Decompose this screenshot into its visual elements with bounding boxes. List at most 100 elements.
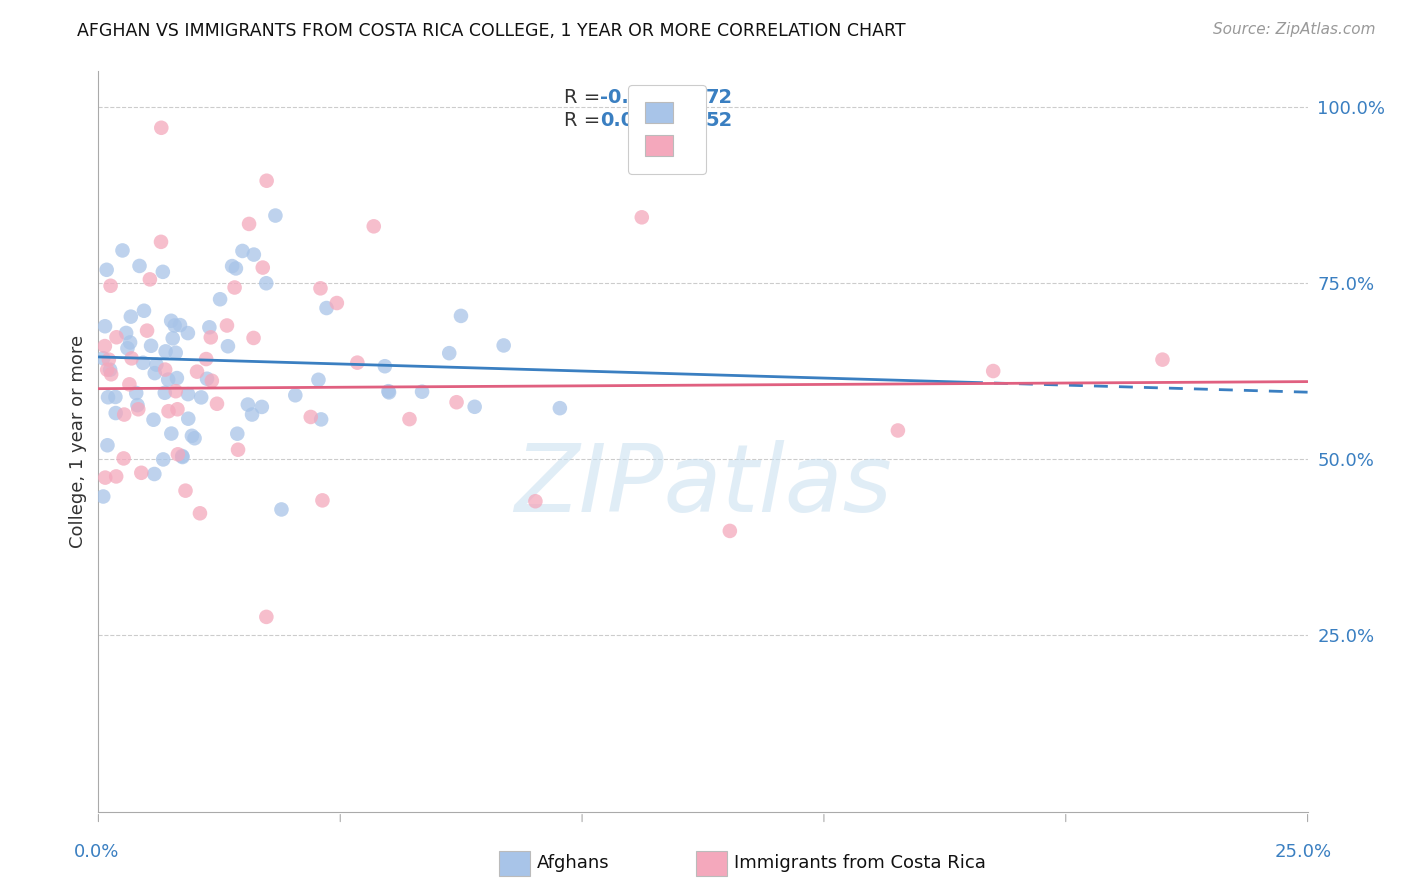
Point xyxy=(157,373,180,387)
Text: R =: R = xyxy=(564,112,613,130)
Point xyxy=(309,281,332,295)
Text: 0.0%: 0.0% xyxy=(75,844,120,862)
Point xyxy=(299,409,322,424)
Text: N =: N = xyxy=(669,112,713,130)
Point xyxy=(363,219,385,234)
Point xyxy=(254,610,277,624)
Text: N =: N = xyxy=(669,87,713,107)
Point xyxy=(121,351,143,366)
Point xyxy=(145,358,167,372)
Point xyxy=(118,377,141,392)
Point xyxy=(887,424,910,438)
Point xyxy=(96,363,118,377)
Point xyxy=(162,331,184,345)
Point xyxy=(98,362,121,376)
Point xyxy=(155,344,177,359)
Point xyxy=(226,442,249,457)
Point xyxy=(492,338,515,352)
Point xyxy=(150,235,173,249)
Point xyxy=(169,318,191,332)
Point xyxy=(309,412,332,426)
Point xyxy=(183,431,205,445)
Point xyxy=(132,356,155,370)
Point xyxy=(524,494,547,508)
Text: 72: 72 xyxy=(706,87,733,107)
Point xyxy=(195,352,218,367)
Point xyxy=(450,309,472,323)
Point xyxy=(152,452,174,467)
Point xyxy=(177,411,200,425)
Point xyxy=(153,362,176,376)
Point xyxy=(115,326,138,340)
Text: ZIPatlas: ZIPatlas xyxy=(515,441,891,532)
Text: 52: 52 xyxy=(706,112,733,130)
Point xyxy=(240,408,263,422)
Legend: , : , xyxy=(628,85,706,174)
Point xyxy=(215,318,238,333)
Point xyxy=(346,356,368,370)
Text: Source: ZipAtlas.com: Source: ZipAtlas.com xyxy=(1212,22,1375,37)
Point xyxy=(190,391,212,405)
Point xyxy=(157,404,180,418)
Point xyxy=(150,120,173,135)
Point xyxy=(104,390,127,404)
Point xyxy=(167,447,190,461)
Point xyxy=(104,406,127,420)
Point xyxy=(284,388,307,402)
Point xyxy=(254,277,277,291)
Point xyxy=(96,438,118,452)
Point xyxy=(97,352,120,367)
Point xyxy=(128,259,150,273)
Point xyxy=(198,320,221,334)
Point xyxy=(112,451,135,466)
Text: -0.072: -0.072 xyxy=(600,87,669,107)
Point xyxy=(153,385,176,400)
Point xyxy=(315,301,337,315)
Point xyxy=(181,429,204,443)
Point xyxy=(221,259,243,273)
Point xyxy=(112,408,135,422)
Point xyxy=(464,400,486,414)
Point xyxy=(201,374,224,388)
Text: Immigrants from Costa Rica: Immigrants from Costa Rica xyxy=(734,855,986,872)
Point xyxy=(160,314,183,328)
Point xyxy=(165,345,187,359)
Point xyxy=(250,400,273,414)
Point xyxy=(136,324,159,338)
Point xyxy=(238,217,260,231)
Point xyxy=(163,318,186,333)
Point xyxy=(143,467,166,481)
Point xyxy=(97,390,120,404)
Point xyxy=(224,280,246,294)
Point xyxy=(177,387,200,401)
Text: 0.014: 0.014 xyxy=(600,112,662,130)
Point xyxy=(94,470,117,484)
Point xyxy=(120,310,142,324)
Point xyxy=(398,412,420,426)
Point xyxy=(256,174,278,188)
Y-axis label: College, 1 year or more: College, 1 year or more xyxy=(69,335,87,548)
Text: AFGHAN VS IMMIGRANTS FROM COSTA RICA COLLEGE, 1 YEAR OR MORE CORRELATION CHART: AFGHAN VS IMMIGRANTS FROM COSTA RICA COL… xyxy=(77,22,905,40)
Point xyxy=(377,384,399,399)
Point xyxy=(172,450,194,464)
Point xyxy=(411,384,433,399)
Point xyxy=(252,260,274,275)
Text: 25.0%: 25.0% xyxy=(1275,844,1331,862)
Point xyxy=(117,341,139,355)
Point xyxy=(105,330,128,344)
Point xyxy=(243,247,266,261)
Point xyxy=(172,449,194,463)
Point xyxy=(186,365,208,379)
Point xyxy=(264,209,287,223)
Point xyxy=(718,524,741,538)
Point xyxy=(142,413,165,427)
Point xyxy=(91,490,114,504)
Text: R =: R = xyxy=(564,87,606,107)
Point xyxy=(242,331,264,345)
Point xyxy=(548,401,571,416)
Point xyxy=(446,395,468,409)
Point xyxy=(127,402,149,417)
Point xyxy=(195,372,218,386)
Point xyxy=(152,265,174,279)
Point xyxy=(127,398,149,412)
